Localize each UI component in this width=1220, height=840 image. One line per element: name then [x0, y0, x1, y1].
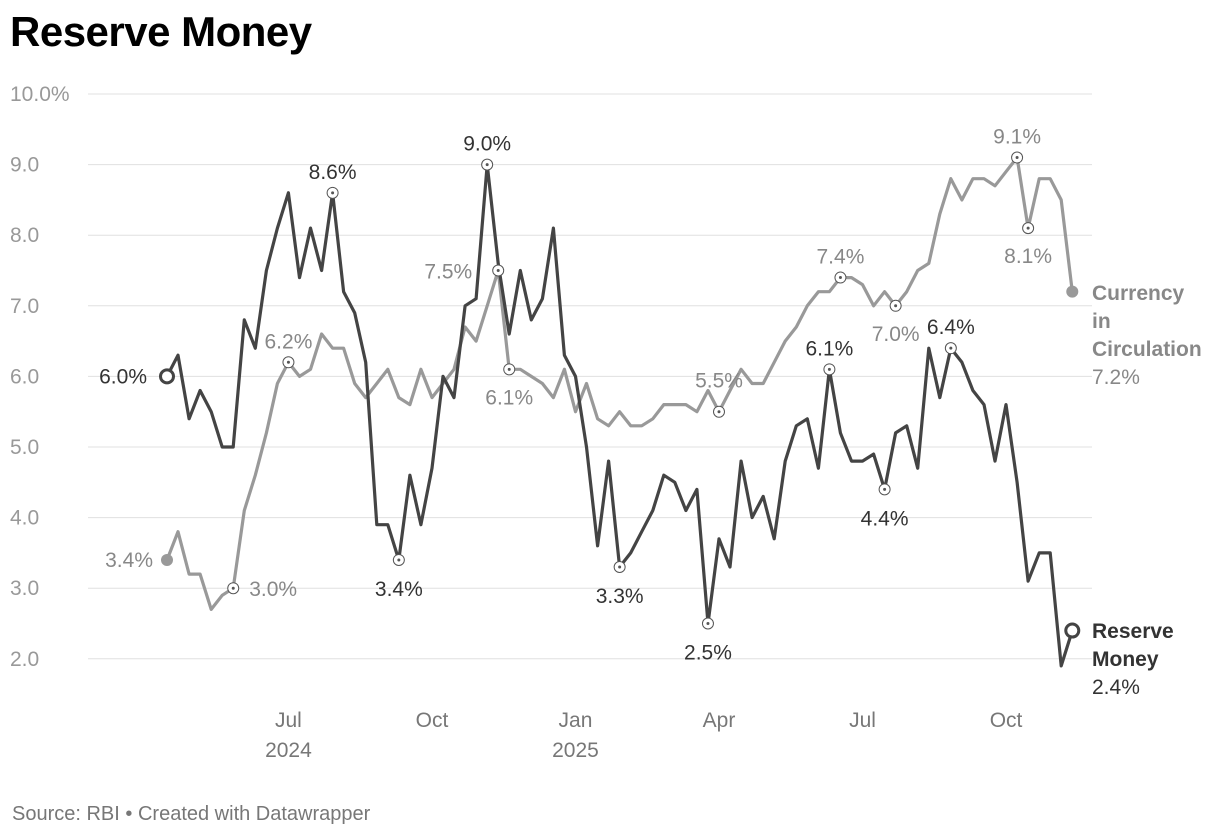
x-tick-label: Oct — [990, 709, 1023, 732]
data-label: 7.5% — [424, 261, 472, 284]
y-tick-label: 6.0 — [10, 365, 39, 388]
data-label: 6.0% — [99, 365, 147, 388]
series-end-marker — [1064, 622, 1081, 639]
series-name-label: Money — [1092, 648, 1159, 671]
y-tick-label: 8.0 — [10, 224, 39, 247]
data-point-marker-dot — [231, 586, 235, 590]
data-label: 3.0% — [249, 578, 297, 601]
series-end-value: 2.4% — [1092, 676, 1140, 699]
data-point-marker-dot — [717, 410, 721, 414]
data-point-marker-dot — [485, 163, 489, 167]
data-label: 6.2% — [265, 330, 313, 353]
data-point-marker-dot — [894, 304, 898, 308]
y-tick-label: 7.0 — [10, 295, 39, 318]
data-point-marker-dot — [507, 367, 511, 371]
y-tick-label: 3.0 — [10, 577, 39, 600]
data-point-marker-dot — [286, 360, 290, 364]
series-name-label: in — [1092, 310, 1111, 333]
series-name-label: Currency — [1092, 282, 1185, 305]
x-tick-label: Apr — [703, 709, 736, 732]
source-label: Source: RBI — [12, 803, 120, 825]
data-point-marker-dot — [838, 276, 842, 280]
data-point-marker — [159, 368, 175, 385]
y-tick-label: 2.0 — [10, 648, 39, 671]
x-tick-label: Jan — [559, 709, 593, 732]
x-tick-year-label: 2025 — [552, 739, 599, 762]
series-line — [165, 155, 1074, 612]
series-name-label: Reserve — [1092, 620, 1174, 643]
data-point-marker-dot — [1026, 226, 1030, 230]
series-end-value: 7.2% — [1092, 366, 1140, 389]
y-axis-ticks: 10.0% 9.0 8.0 7.0 6.0 5.0 4.0 3.0 2.0 — [10, 83, 70, 671]
data-label: 8.1% — [1004, 245, 1052, 268]
data-label: 9.0% — [463, 133, 511, 156]
x-axis-ticks: Jul 2024 Oct Jan 2025 Apr Jul Oct — [265, 709, 1022, 762]
y-tick-label: 10.0% — [10, 83, 70, 106]
x-tick-label: Jul — [849, 709, 876, 732]
data-label: 4.4% — [861, 507, 909, 530]
data-point-marker-dot — [397, 558, 401, 562]
data-annotations: 3.4% 3.0% 6.2% 7.5% 6.1% 5.5% 7.4% 7.0% 9.1% 8.1%… — [99, 126, 1052, 665]
y-tick-label: 4.0 — [10, 507, 39, 530]
data-label: 3.4% — [105, 549, 153, 572]
data-label: 5.5% — [695, 370, 743, 393]
data-point-marker-dot — [331, 191, 335, 195]
data-label: 9.1% — [993, 126, 1041, 149]
series-end-labels: Currency in Circulation 7.2% Reserve Money 2.4… — [1064, 282, 1202, 699]
data-point-marker-dot — [827, 367, 831, 371]
y-tick-label: 9.0 — [10, 154, 39, 177]
data-point-marker-dot — [618, 565, 622, 569]
data-label: 6.1% — [805, 337, 853, 360]
data-label: 7.0% — [872, 323, 920, 346]
data-point-marker-dot — [949, 346, 953, 350]
data-label: 6.4% — [927, 316, 975, 339]
credit-label: Created with Datawrapper — [137, 803, 371, 825]
y-tick-label: 5.0 — [10, 436, 39, 459]
chart-footer: Source: RBI • Created with Datawrapper — [12, 803, 370, 826]
data-label: 2.5% — [684, 642, 732, 665]
data-label: 7.4% — [817, 246, 865, 269]
gridlines — [88, 93, 1092, 660]
series-end-marker — [1066, 285, 1079, 298]
line-chart: 10.0% 9.0 8.0 7.0 6.0 5.0 4.0 3.0 2.0 Jul 2024 Oct… — [10, 83, 1202, 762]
chart-title: Reserve Money — [10, 8, 312, 55]
separator: • — [125, 803, 133, 825]
series-name-label: Circulation — [1092, 338, 1202, 361]
data-point-marker-dot — [496, 269, 500, 272]
data-point-marker-dot — [706, 622, 710, 625]
data-point-marker-dot — [1015, 156, 1019, 160]
data-point-marker — [161, 553, 173, 566]
data-label: 3.4% — [375, 578, 423, 601]
data-label: 8.6% — [309, 161, 357, 184]
x-tick-label: Oct — [416, 709, 449, 732]
x-tick-year-label: 2024 — [265, 739, 312, 762]
x-tick-label: Jul — [275, 709, 302, 732]
data-label: 3.3% — [596, 585, 644, 608]
data-label: 6.1% — [485, 386, 533, 409]
data-point-marker-dot — [883, 487, 887, 491]
